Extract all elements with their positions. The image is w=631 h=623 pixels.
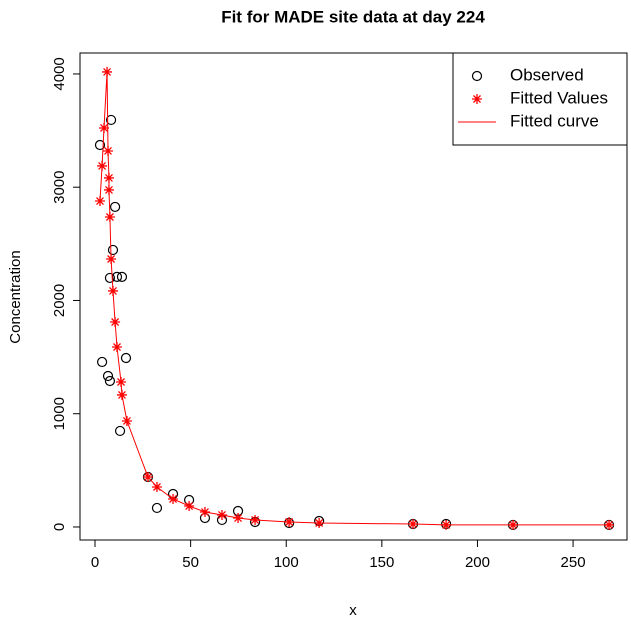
y-tick-label: 1000 (51, 397, 68, 430)
x-tick-label: 150 (369, 554, 394, 571)
legend-label: Observed (510, 65, 584, 84)
observed-point (107, 244, 119, 256)
observed-point (104, 375, 116, 387)
observed-point (120, 352, 132, 364)
fitted-point (604, 519, 615, 530)
legend-box (452, 52, 628, 146)
x-tick-label: 0 (91, 554, 99, 571)
observed-point (151, 502, 163, 514)
observed-point (114, 425, 126, 437)
y-tick-label: 2000 (51, 284, 68, 317)
y-tick-label: 3000 (51, 171, 68, 204)
y-tick-label: 0 (51, 523, 68, 531)
legend-label: Fitted curve (510, 111, 599, 130)
x-tick-label: 50 (182, 554, 199, 571)
x-axis-label: x (349, 602, 357, 619)
observed-point (104, 272, 116, 284)
legend-label: Fitted Values (510, 88, 608, 107)
legend-symbol (471, 70, 483, 82)
y-axis-label: Concentration (7, 250, 24, 343)
observed-point (105, 114, 117, 126)
x-tick-label: 250 (561, 554, 586, 571)
observed-point (102, 370, 114, 382)
y-tick-label: 4000 (51, 57, 68, 90)
observed-point (96, 356, 108, 368)
chart-title: Fit for MADE site data at day 224 (221, 7, 485, 26)
plot-frame (79, 52, 628, 541)
observed-point (116, 271, 128, 283)
x-tick-label: 200 (465, 554, 490, 571)
observed-point (94, 139, 106, 151)
observed-point (109, 201, 121, 213)
legend-symbol (472, 94, 482, 104)
x-tick-label: 100 (274, 554, 299, 571)
fitted-curve (99, 71, 610, 526)
